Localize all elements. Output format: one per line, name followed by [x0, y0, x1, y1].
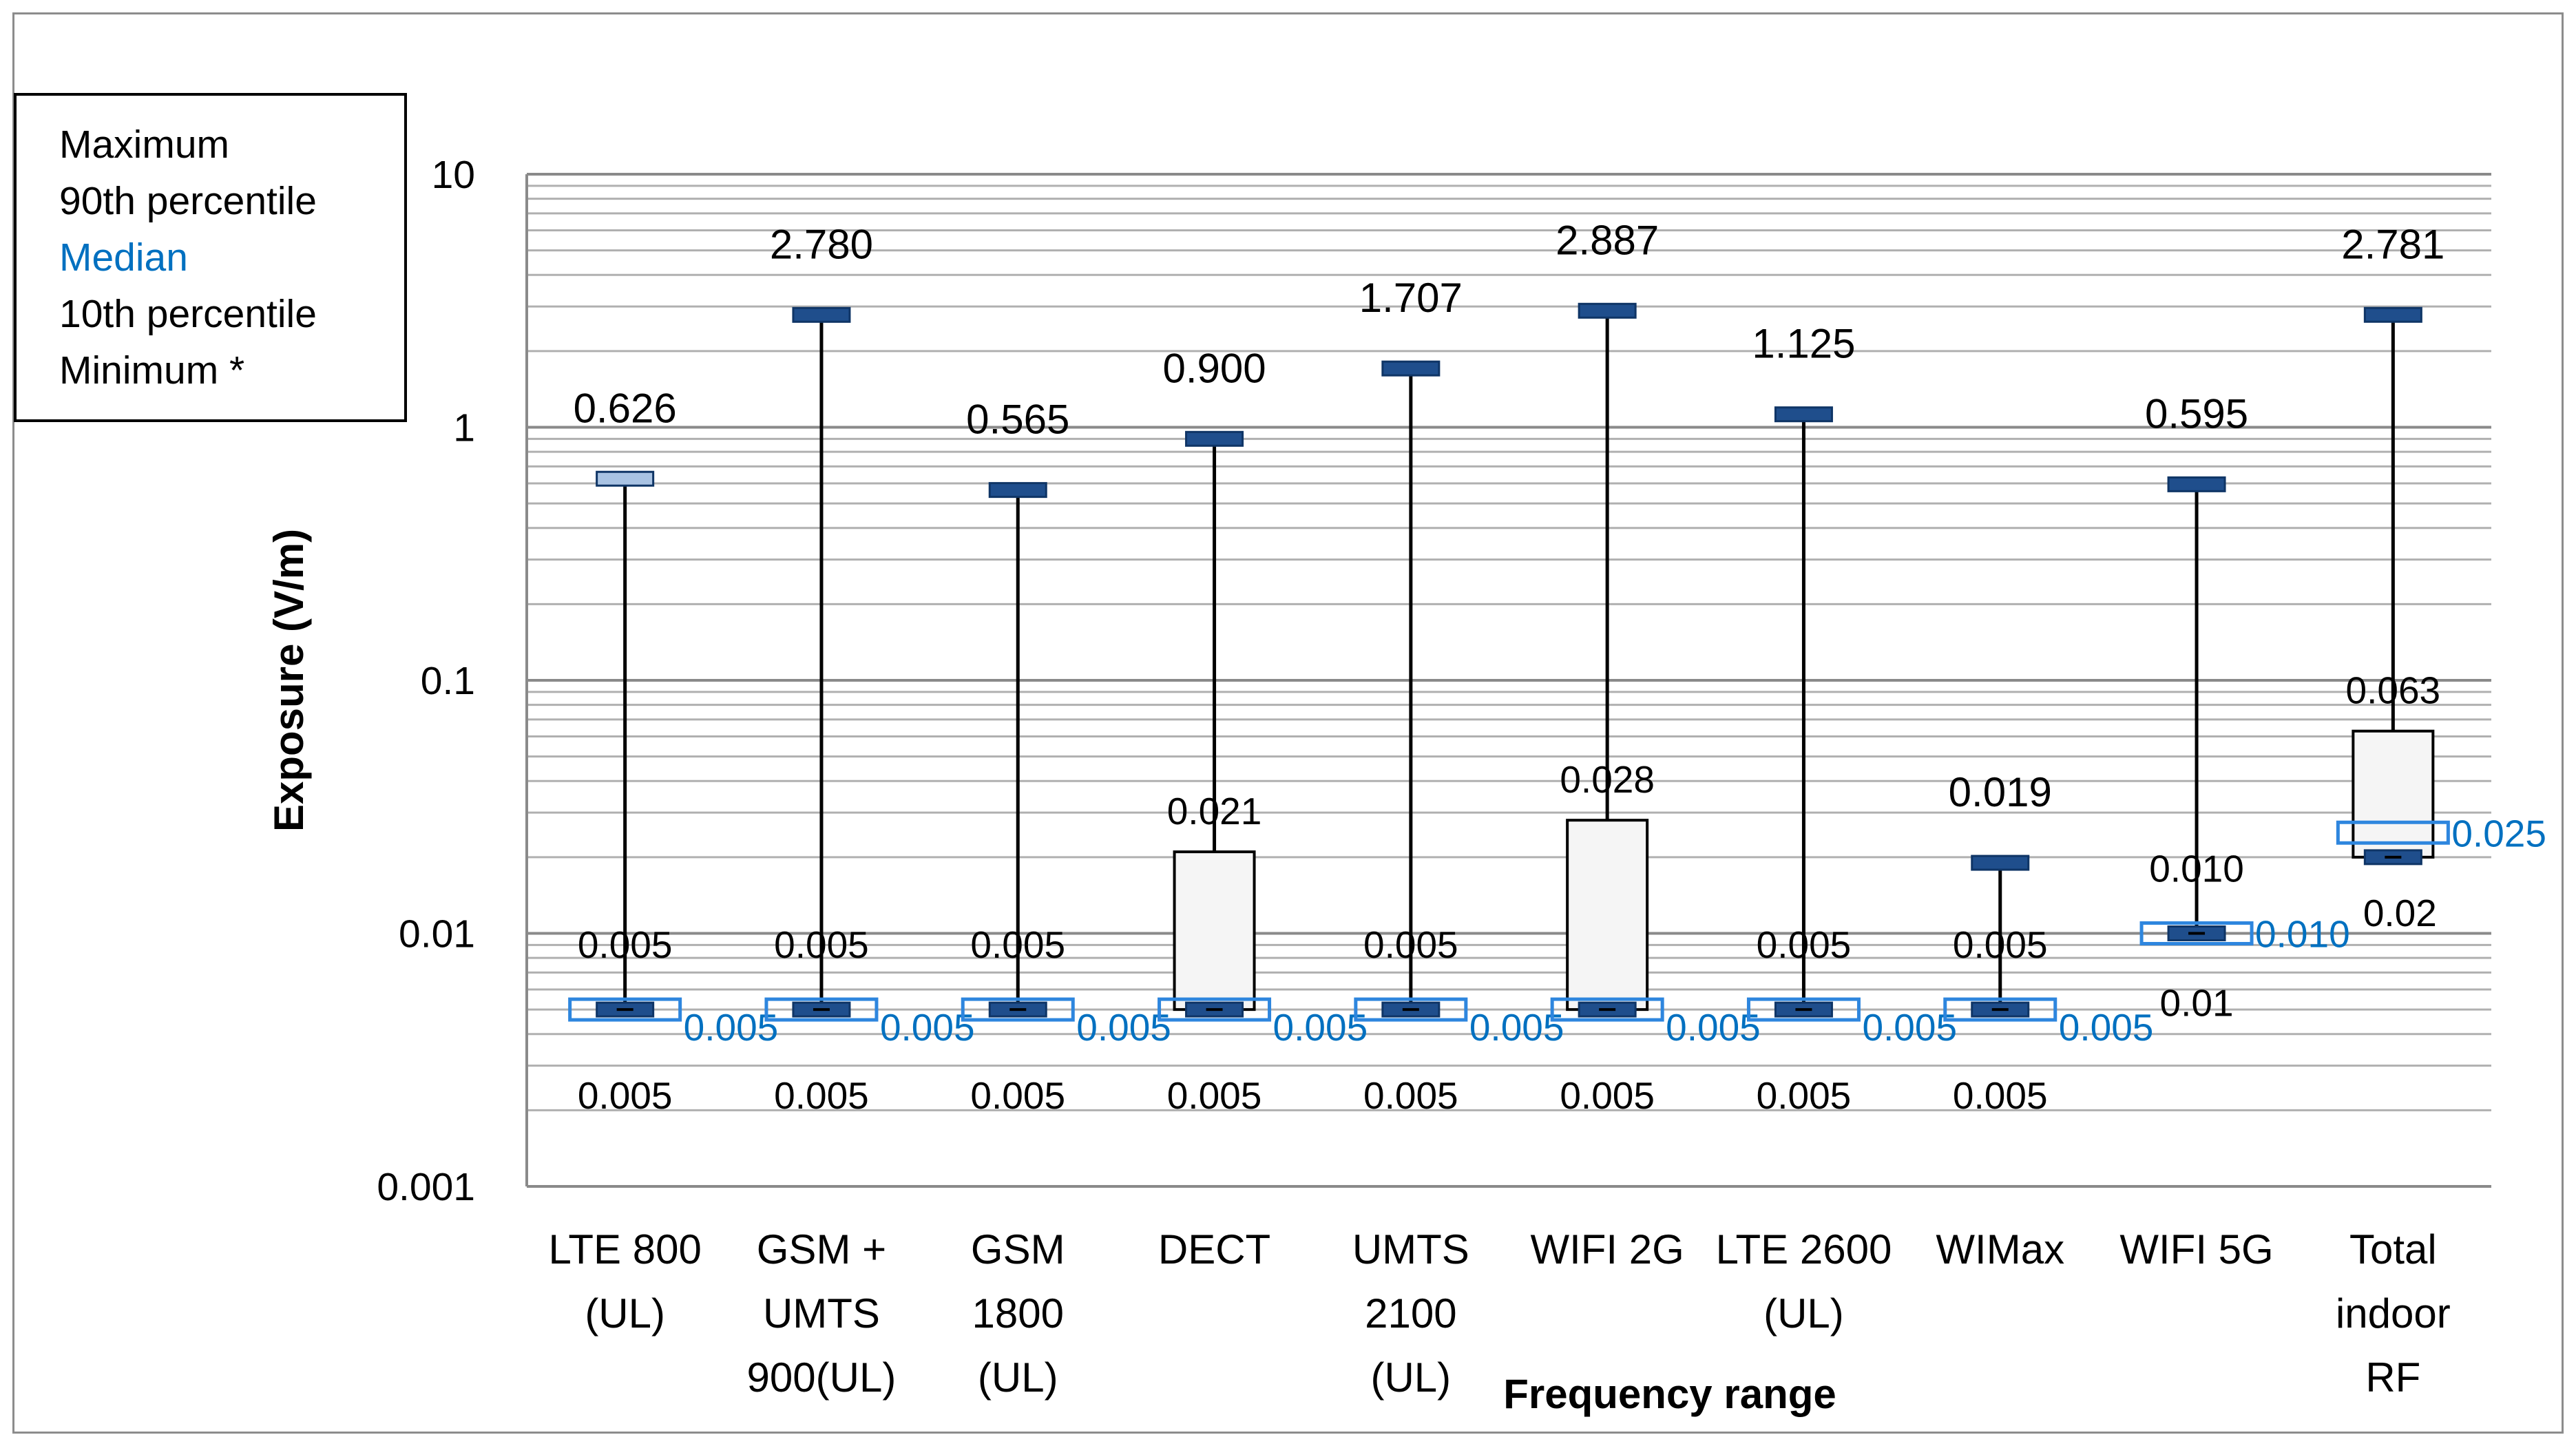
- p90-label: 0.063: [2346, 669, 2441, 712]
- p90-label: 0.005: [1757, 923, 1852, 966]
- x-category-label: 1800: [972, 1290, 1064, 1337]
- x-category-label: (UL): [1763, 1290, 1844, 1337]
- p90-label: 0.021: [1167, 790, 1262, 832]
- iqr-box: [1173, 850, 1256, 1012]
- maximum-label: 0.595: [2145, 390, 2248, 437]
- maximum-cap: [2363, 306, 2422, 323]
- legend-median: Median: [59, 235, 188, 280]
- x-category-label: Total: [2349, 1226, 2437, 1272]
- p90-label: 0.005: [774, 923, 869, 966]
- maximum-label: 0.019: [1949, 769, 2052, 815]
- median-box: [1354, 997, 1468, 1022]
- x-category-label: GSM: [971, 1226, 1065, 1272]
- maximum-cap: [2167, 476, 2226, 492]
- median-label: 0.005: [1469, 1006, 1564, 1049]
- x-category-label: 900(UL): [747, 1354, 897, 1401]
- legend-p90: 90th percentile: [59, 179, 317, 223]
- maximum-cap: [792, 306, 851, 323]
- maximum-label: 0.626: [574, 385, 677, 431]
- median-label: 0.005: [2059, 1006, 2154, 1049]
- median-label: 0.005: [1862, 1006, 1957, 1049]
- minimum-label: 0.02: [2363, 892, 2437, 934]
- median-box: [1158, 997, 1272, 1022]
- iqr-box: [1566, 819, 1649, 1012]
- median-label: 0.005: [1273, 1006, 1368, 1049]
- maximum-label: 0.565: [966, 397, 1069, 443]
- p90-label: 0.028: [1560, 758, 1655, 801]
- median-box: [1746, 997, 1861, 1022]
- x-category-label: (UL): [585, 1290, 665, 1337]
- x-category-label: RF: [2365, 1354, 2420, 1401]
- median-box: [2139, 921, 2254, 945]
- minimum-label: 0.005: [1560, 1074, 1655, 1117]
- x-category-label: UMTS: [763, 1290, 880, 1337]
- chart-frame: [12, 12, 2564, 1434]
- maximum-cap: [1971, 855, 2030, 871]
- x-category-label: LTE 2600: [1716, 1226, 1892, 1272]
- minimum-label: 0.005: [578, 1074, 673, 1117]
- y-tick-label: 10: [432, 153, 475, 197]
- x-category-label: DECT: [1158, 1226, 1270, 1272]
- x-category-label: 2100: [1365, 1290, 1456, 1337]
- minimum-label: 0.01: [2160, 982, 2234, 1025]
- median-box: [1943, 997, 2057, 1022]
- x-category-label: GSM +: [757, 1226, 886, 1272]
- x-category-label: WIFI 5G: [2119, 1226, 2273, 1272]
- x-axis-title: Frequency range: [1503, 1371, 1836, 1417]
- maximum-label: 1.125: [1752, 321, 1855, 367]
- p90-label: 0.005: [1953, 923, 2048, 966]
- maximum-label: 2.780: [770, 221, 873, 267]
- legend-maximum: Maximum: [59, 123, 230, 167]
- legend-p10: 10th percentile: [59, 292, 317, 336]
- median-label: 0.005: [1666, 1006, 1761, 1049]
- x-category-label: WIMax: [1936, 1226, 2064, 1272]
- median-label: 0.005: [880, 1006, 975, 1049]
- p90-label: 0.010: [2149, 848, 2244, 890]
- p90-label: 0.005: [970, 923, 1065, 966]
- y-axis-title: Exposure (V/m): [266, 529, 312, 832]
- maximum-cap: [988, 482, 1047, 499]
- x-category-label: (UL): [1371, 1354, 1452, 1401]
- legend-minimum: Minimum *: [59, 348, 245, 392]
- median-box: [568, 997, 682, 1022]
- minimum-label: 0.005: [970, 1074, 1065, 1117]
- median-box: [764, 997, 879, 1022]
- maximum-label: 2.887: [1556, 217, 1659, 263]
- median-box: [2336, 820, 2450, 845]
- minimum-label: 0.005: [774, 1074, 869, 1117]
- maximum-cap: [1578, 302, 1637, 319]
- p90-label: 0.005: [1363, 923, 1458, 966]
- x-category-label: LTE 800: [548, 1226, 701, 1272]
- minimum-label: 0.005: [1167, 1074, 1262, 1117]
- maximum-label: 1.707: [1359, 275, 1463, 321]
- maximum-label: 0.900: [1162, 345, 1266, 391]
- x-category-label: UMTS: [1352, 1226, 1469, 1272]
- x-category-label: (UL): [978, 1354, 1058, 1401]
- maximum-cap: [1185, 430, 1244, 447]
- minimum-label: 0.005: [1953, 1074, 2048, 1117]
- maximum-cap: [1381, 360, 1441, 377]
- median-label: 0.010: [2255, 913, 2350, 956]
- minimum-label: 0.005: [1757, 1074, 1852, 1117]
- y-tick-label: 0.001: [377, 1165, 475, 1209]
- y-tick-label: 1: [453, 406, 475, 450]
- median-box: [961, 997, 1075, 1022]
- median-label: 0.025: [2451, 812, 2546, 855]
- maximum-cap: [1774, 406, 1833, 423]
- median-label: 0.005: [684, 1006, 779, 1049]
- maximum-cap: [596, 470, 655, 487]
- maximum-label: 2.781: [2341, 221, 2444, 267]
- iqr-box: [2352, 729, 2435, 859]
- legend-box: Maximum 90th percentile Median 10th perc…: [14, 93, 407, 422]
- x-category-label: WIFI 2G: [1530, 1226, 1684, 1272]
- y-tick-label: 0.01: [399, 912, 475, 956]
- median-box: [1550, 997, 1664, 1022]
- x-category-label: indoor: [2336, 1290, 2451, 1337]
- median-label: 0.005: [1076, 1006, 1171, 1049]
- minimum-label: 0.005: [1363, 1074, 1458, 1117]
- y-tick-label: 0.1: [421, 659, 475, 703]
- p90-label: 0.005: [578, 923, 673, 966]
